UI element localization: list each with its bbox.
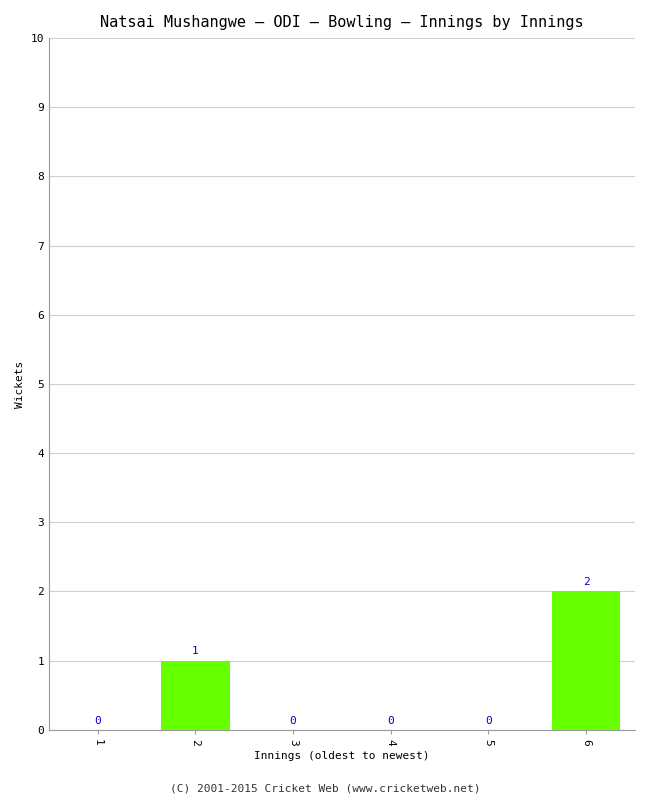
X-axis label: Innings (oldest to newest): Innings (oldest to newest) bbox=[254, 751, 430, 761]
Text: 0: 0 bbox=[290, 715, 296, 726]
Text: (C) 2001-2015 Cricket Web (www.cricketweb.net): (C) 2001-2015 Cricket Web (www.cricketwe… bbox=[170, 784, 480, 794]
Text: 0: 0 bbox=[387, 715, 394, 726]
Text: 2: 2 bbox=[583, 578, 590, 587]
Title: Natsai Mushangwe – ODI – Bowling – Innings by Innings: Natsai Mushangwe – ODI – Bowling – Innin… bbox=[100, 15, 584, 30]
Text: 1: 1 bbox=[192, 646, 199, 656]
Bar bbox=[161, 661, 229, 730]
Text: 0: 0 bbox=[485, 715, 492, 726]
Y-axis label: Wickets: Wickets bbox=[15, 360, 25, 407]
Bar bbox=[552, 591, 620, 730]
Text: 0: 0 bbox=[94, 715, 101, 726]
